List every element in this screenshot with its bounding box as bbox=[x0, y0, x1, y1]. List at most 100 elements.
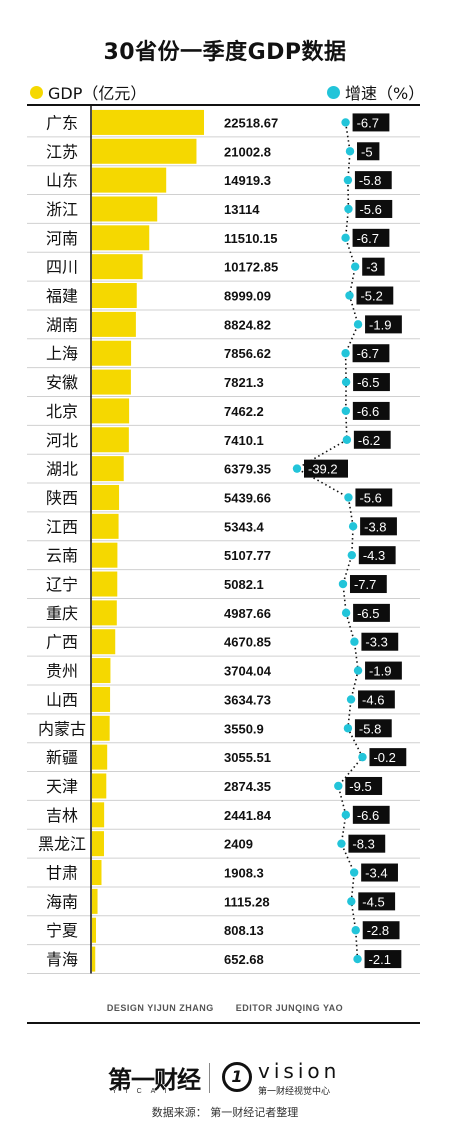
growth-point bbox=[347, 550, 357, 560]
gdp-value-label: 8999.09 bbox=[224, 289, 271, 304]
vision-logo-sub: 第一财经视觉中心 bbox=[258, 1087, 331, 1097]
growth-label-box bbox=[352, 113, 390, 132]
gdp-bar bbox=[92, 225, 150, 251]
design-name: YIJUN ZHANG bbox=[147, 1003, 214, 1013]
province-label: 新疆 bbox=[46, 748, 78, 767]
province-label: 青海 bbox=[46, 950, 78, 969]
growth-point bbox=[338, 579, 348, 589]
editor-name: JUNQING YAO bbox=[275, 1003, 344, 1013]
province-label: 辽宁 bbox=[46, 575, 78, 594]
growth-label-box bbox=[348, 834, 386, 853]
province-label: 黑龙江 bbox=[38, 835, 86, 854]
province-label: 内蒙古 bbox=[38, 719, 86, 738]
footer-divider bbox=[27, 1022, 420, 1024]
data-source: 数据来源： 第一财经记者整理 bbox=[151, 1106, 299, 1119]
growth-label-box bbox=[361, 632, 399, 651]
growth-value-label: -3.8 bbox=[364, 519, 386, 534]
growth-value-label: -3.4 bbox=[365, 866, 387, 881]
gdp-bar bbox=[92, 860, 102, 886]
growth-point bbox=[342, 435, 352, 444]
growth-label-box bbox=[304, 459, 348, 478]
vision-logo-icon: 1 bbox=[222, 1062, 252, 1092]
province-label: 广西 bbox=[46, 633, 78, 652]
growth-label-box bbox=[354, 171, 392, 190]
gdp-bar bbox=[92, 283, 137, 309]
gdp-value-label: 7410.1 bbox=[224, 433, 264, 448]
growth-value-label: -6.7 bbox=[357, 346, 379, 361]
growth-value-label: -5 bbox=[361, 144, 373, 159]
credits: DESIGN YIJUN ZHANG EDITOR JUNQING YAO bbox=[0, 1003, 450, 1013]
gdp-value-label: 808.13 bbox=[224, 923, 264, 938]
growth-point bbox=[350, 637, 359, 646]
growth-point bbox=[351, 262, 360, 271]
gdp-value-label: 22518.67 bbox=[224, 115, 278, 130]
growth-label-box bbox=[364, 950, 402, 969]
vision-logo-word: vision bbox=[258, 1059, 341, 1083]
logo-separator bbox=[209, 1063, 210, 1093]
gdp-value-label: 3704.04 bbox=[224, 664, 272, 679]
province-label: 云南 bbox=[46, 546, 78, 565]
growth-point bbox=[345, 147, 355, 156]
chart-title: 30省份一季度GDP数据 bbox=[103, 40, 347, 65]
growth-point bbox=[343, 175, 353, 185]
growth-point bbox=[358, 752, 367, 762]
gdp-bar bbox=[92, 484, 120, 510]
growth-value-label: -9.5 bbox=[349, 779, 371, 794]
province-label: 海南 bbox=[46, 892, 78, 911]
growth-label-box bbox=[360, 517, 397, 536]
growth-label-box bbox=[345, 776, 383, 795]
growth-value-label: -6.5 bbox=[357, 375, 379, 390]
province-label: 宁夏 bbox=[46, 921, 78, 940]
province-label: 贵州 bbox=[46, 662, 78, 681]
growth-point bbox=[349, 868, 359, 877]
gdp-value-label: 8824.82 bbox=[224, 317, 271, 332]
province-label: 河南 bbox=[46, 229, 78, 248]
growth-value-label: -2.8 bbox=[367, 923, 389, 938]
gdp-value-label: 5082.1 bbox=[224, 577, 264, 592]
growth-value-label: -1.9 bbox=[369, 317, 391, 332]
gdp-value-label: 7856.62 bbox=[224, 346, 271, 361]
province-label: 吉林 bbox=[46, 806, 78, 825]
gdp-bar bbox=[92, 917, 97, 943]
gdp-bar bbox=[92, 138, 197, 164]
growth-point bbox=[341, 377, 351, 387]
gdp-bar bbox=[92, 109, 204, 135]
growth-point bbox=[353, 320, 363, 329]
gdp-bar bbox=[92, 311, 136, 337]
province-label: 福建 bbox=[46, 287, 78, 306]
growth-value-label: -6.7 bbox=[357, 231, 379, 246]
growth-value-label: -3 bbox=[366, 260, 378, 275]
gdp-value-label: 4987.66 bbox=[224, 606, 271, 621]
growth-point bbox=[345, 291, 354, 300]
province-label: 山东 bbox=[46, 171, 78, 190]
growth-label-box bbox=[355, 488, 393, 507]
gdp-value-label: 21002.8 bbox=[224, 144, 271, 159]
growth-point bbox=[341, 233, 350, 243]
gdp-value-label: 1115.28 bbox=[224, 894, 270, 909]
editor-label: EDITOR bbox=[235, 1003, 273, 1013]
growth-label-box bbox=[352, 805, 390, 824]
legend-gdp-paren: ） bbox=[130, 84, 147, 103]
gdp-legend-dot-icon bbox=[30, 85, 43, 99]
gdp-value-label: 5343.4 bbox=[224, 519, 265, 534]
gdp-value-label: 2409 bbox=[224, 837, 253, 852]
growth-point bbox=[353, 954, 362, 964]
gdp-value-label: 14919.3 bbox=[224, 173, 271, 188]
gdp-bar bbox=[92, 369, 131, 395]
gdp-value-label: 10172.85 bbox=[224, 260, 278, 275]
gdp-value-label: 2441.84 bbox=[224, 808, 272, 823]
gdp-value-label: 1908.3 bbox=[224, 866, 264, 881]
growth-value-label: -5.6 bbox=[359, 490, 381, 505]
growth-point bbox=[348, 522, 358, 531]
growth-value-label: -1.9 bbox=[369, 664, 391, 679]
gdp-bar bbox=[92, 513, 119, 539]
growth-value-label: -6.2 bbox=[358, 433, 380, 448]
growth-label-box bbox=[354, 719, 392, 738]
growth-point bbox=[351, 926, 360, 935]
gdp-bar bbox=[92, 254, 143, 280]
growth-label-box bbox=[358, 892, 396, 911]
growth-label-box bbox=[356, 286, 394, 305]
gdp-bar bbox=[92, 831, 104, 857]
growth-label-box bbox=[358, 546, 396, 565]
legend-gdp-label: GDP（亿元 bbox=[48, 84, 131, 103]
